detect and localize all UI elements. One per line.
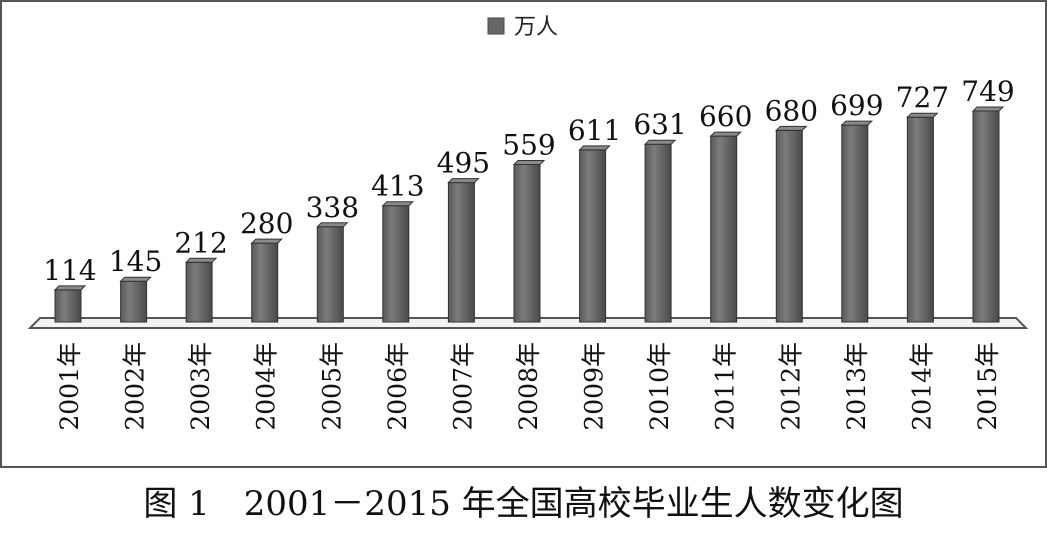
x-tick-label: 2013年 [842, 342, 871, 431]
bar-value-label: 559 [502, 129, 555, 162]
bar-value-label: 495 [437, 147, 490, 180]
x-tick-label: 2004年 [252, 342, 281, 431]
bar-value-label: 114 [43, 254, 96, 287]
chart-frame: 万人 114 145 212 280 338 413 495 559 611 631 660 680 6… [0, 0, 1047, 468]
legend-label: 万人 [514, 15, 558, 40]
bar [775, 129, 803, 323]
x-tick-label: 2001年 [55, 342, 84, 431]
bars [53, 106, 1005, 323]
bar-value-label: 699 [830, 89, 883, 122]
bar-value-label: 660 [699, 100, 752, 133]
bar [972, 110, 1000, 323]
value-labels: 114 145 212 280 338 413 495 559 611 631 660 680 699 7… [43, 75, 1014, 287]
x-tick-label: 2010年 [645, 342, 674, 431]
bar-top [906, 112, 939, 118]
bar-top [381, 201, 415, 207]
bar-top [250, 238, 283, 244]
bar [382, 205, 410, 323]
bar-top [53, 285, 87, 291]
bar-value-label: 413 [371, 170, 424, 203]
bar [54, 289, 82, 323]
bar [644, 143, 672, 323]
x-tick-label: 2011年 [711, 342, 740, 431]
x-tick-label: 2003年 [186, 342, 215, 431]
bar-top [643, 139, 677, 145]
x-tick-label: 2006年 [383, 342, 412, 431]
bar-chart: 万人 114 145 212 280 338 413 495 559 611 631 660 680 6… [27, 15, 1029, 431]
bar-value-label: 145 [109, 245, 162, 278]
bar [251, 242, 279, 323]
x-tick-label: 2015年 [973, 342, 1002, 431]
x-tick-label: 2002年 [121, 342, 150, 431]
bar-value-label: 680 [765, 94, 818, 127]
figure-caption: 图 1 2001－2015 年全国高校毕业生人数变化图 [143, 484, 904, 524]
bar-top [447, 178, 480, 184]
x-tick-label: 2007年 [448, 342, 477, 431]
bar-value-label: 338 [306, 191, 359, 224]
bar-value-label: 212 [174, 226, 227, 259]
x-tick-label: 2008年 [514, 342, 543, 431]
bar [579, 149, 607, 323]
bar [710, 135, 738, 323]
bar [513, 164, 541, 323]
bar-top [709, 131, 742, 137]
bar-top [512, 160, 546, 165]
legend: 万人 [487, 15, 558, 40]
x-tick-labels: 2001年 2002年 2003年 2004年 2005年 2006年 2007年 2008年… [55, 342, 1002, 431]
bar-top [316, 222, 349, 228]
bar [447, 182, 475, 323]
bar [841, 124, 869, 323]
bar-top [184, 257, 218, 263]
bar-value-label: 631 [633, 108, 686, 141]
legend-swatch [487, 17, 505, 35]
bar-value-label: 611 [568, 114, 621, 147]
x-tick-label: 2012年 [776, 342, 805, 431]
bar [185, 261, 213, 323]
bar-top [775, 125, 808, 131]
x-tick-label: 2005年 [317, 342, 346, 431]
x-tick-label: 2009年 [580, 342, 609, 431]
bar-value-label: 749 [961, 75, 1014, 108]
bar-top [578, 145, 611, 151]
bar [316, 226, 344, 323]
bar-top [971, 106, 1005, 112]
bar-top [119, 276, 152, 282]
bar-top [840, 120, 874, 126]
bar [906, 116, 934, 323]
bar-value-label: 280 [240, 207, 293, 240]
bar-value-label: 727 [896, 81, 949, 114]
bar [120, 280, 148, 323]
x-tick-label: 2014年 [907, 342, 936, 431]
